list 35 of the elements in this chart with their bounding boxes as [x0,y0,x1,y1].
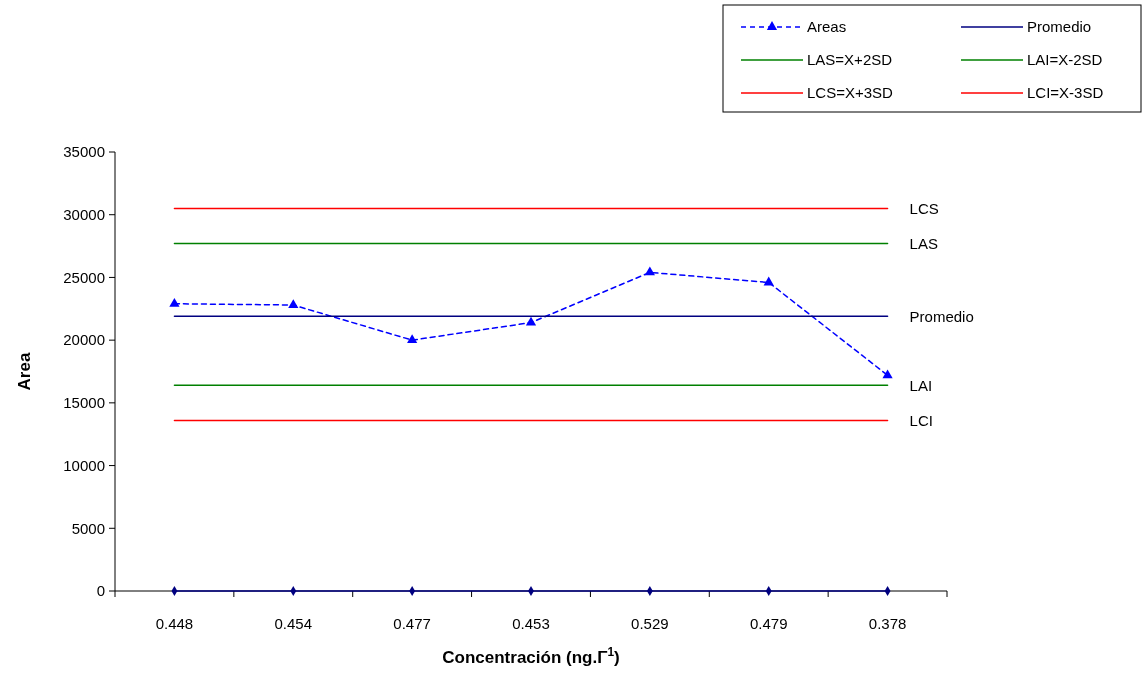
x-tick-label: 0.529 [631,615,669,632]
point [525,316,537,326]
x-axis-title: Concentración (ng.Γ$^{1}$) [442,645,620,667]
point [763,276,774,286]
annotation: LAS [909,234,938,252]
y-tick-label: 35000 [63,143,105,161]
y-tick-label: 25000 [63,268,105,286]
x-tick-label: 0.477 [393,615,431,632]
x-tick-label: 0.378 [868,615,907,632]
point [169,297,180,307]
annotation: LCS [909,199,939,217]
annotation: LCI [909,411,933,429]
x-tick-label: 0.479 [749,615,788,632]
y-tick-label: 30000 [63,205,105,223]
point [644,266,655,276]
y-tick-label: 5000 [71,519,105,537]
x-tick-label: 0.448 [155,615,194,632]
legend-label: LCS=X+3SD [807,84,894,102]
legend-label: LAS=X+2SD [807,51,893,69]
point [882,369,893,379]
x-tick-label: 0.454 [274,615,313,632]
annotation: Promedio [909,307,974,325]
legend-label: Promedio [1027,18,1092,36]
annotation: LAI [909,376,933,394]
y-axis-title: Area [15,352,34,391]
y-tick-label: 15000 [63,394,105,412]
legend-label: Areas [807,18,847,36]
legend-label: LCI=X-3SD [1027,84,1104,102]
point [288,299,299,308]
x-tick-label: 0.453 [512,615,550,632]
legend-label: LAI=X-2SD [1027,51,1103,69]
point [407,334,418,344]
y-tick-label: 20000 [63,331,105,349]
y-tick-label: 0 [96,582,105,600]
y-tick-label: 10000 [63,456,105,474]
